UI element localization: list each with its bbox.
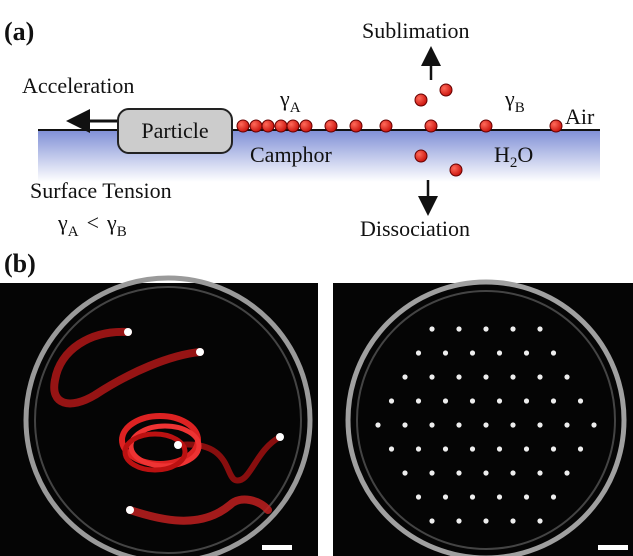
molecule: [287, 120, 299, 132]
particle: [470, 398, 475, 403]
particle: [591, 422, 596, 427]
particle: [402, 374, 407, 379]
particle: [456, 518, 461, 523]
panel-label: (b): [4, 249, 36, 278]
particle: [564, 374, 569, 379]
particle: [483, 470, 488, 475]
particle: [551, 398, 556, 403]
figure: (a) Particle Sublimation Acceleration γA…: [0, 0, 633, 556]
particle: [443, 398, 448, 403]
particle: [510, 374, 515, 379]
particle: [497, 494, 502, 499]
particle: [389, 446, 394, 451]
molecule: [250, 120, 262, 132]
particle: [402, 422, 407, 427]
label: Dissociation: [360, 216, 470, 241]
label: γA: [279, 86, 301, 116]
panel-b: (b): [0, 249, 633, 556]
particle: [537, 470, 542, 475]
particle: [456, 374, 461, 379]
label: Acceleration: [22, 73, 134, 98]
panel-label: (a): [4, 17, 34, 46]
particle: [551, 494, 556, 499]
molecule: [450, 164, 462, 176]
particle: [443, 494, 448, 499]
molecule: [440, 84, 452, 96]
particle: [578, 398, 583, 403]
molecule: [480, 120, 492, 132]
panel-a: (a) Particle Sublimation Acceleration γA…: [4, 17, 600, 241]
label: Camphor: [250, 142, 333, 167]
particle: [456, 422, 461, 427]
particle: [564, 470, 569, 475]
particle: [510, 422, 515, 427]
particle-label: Particle: [141, 118, 208, 143]
molecule: [425, 120, 437, 132]
molecule: [380, 120, 392, 132]
particle: [578, 446, 583, 451]
particle: [375, 422, 380, 427]
scale-bar: [598, 545, 628, 550]
particle: [510, 470, 515, 475]
particle: [537, 518, 542, 523]
particle: [443, 350, 448, 355]
molecule: [325, 120, 337, 132]
particle: [524, 446, 529, 451]
particle: [429, 374, 434, 379]
particle: [483, 326, 488, 331]
particle: [483, 374, 488, 379]
particle: [429, 518, 434, 523]
particle: [470, 446, 475, 451]
particle: [470, 350, 475, 355]
molecule: [300, 120, 312, 132]
particle: [416, 350, 421, 355]
label: γA<γB: [57, 210, 127, 240]
particle: [510, 326, 515, 331]
particle: [551, 446, 556, 451]
particle: [402, 470, 407, 475]
particle: [416, 398, 421, 403]
particle: [456, 326, 461, 331]
particle: [510, 518, 515, 523]
label: Sublimation: [362, 18, 470, 43]
particle: [524, 350, 529, 355]
molecule: [350, 120, 362, 132]
label: Surface Tension: [30, 178, 172, 203]
particle: [429, 326, 434, 331]
molecule: [550, 120, 562, 132]
molecule: [275, 120, 287, 132]
particle: [551, 350, 556, 355]
particle: [429, 470, 434, 475]
particle: [537, 422, 542, 427]
particle: [483, 422, 488, 427]
particle: [443, 446, 448, 451]
particle: [497, 446, 502, 451]
particle: [524, 398, 529, 403]
particle: [429, 422, 434, 427]
molecule: [262, 120, 274, 132]
particle: [456, 470, 461, 475]
particle: [497, 350, 502, 355]
particle: [524, 494, 529, 499]
scale-bar: [262, 545, 292, 550]
particle: [537, 374, 542, 379]
label: Air: [565, 104, 595, 129]
particle: [537, 326, 542, 331]
label: γB: [504, 86, 525, 116]
molecule: [415, 150, 427, 162]
page: (a) Particle Sublimation Acceleration γA…: [0, 0, 633, 556]
particle: [416, 446, 421, 451]
molecule: [237, 120, 249, 132]
molecule: [415, 94, 427, 106]
particle: [564, 422, 569, 427]
particle: [483, 518, 488, 523]
particle: [470, 494, 475, 499]
particle: [389, 398, 394, 403]
particle: [497, 398, 502, 403]
particle: [416, 494, 421, 499]
